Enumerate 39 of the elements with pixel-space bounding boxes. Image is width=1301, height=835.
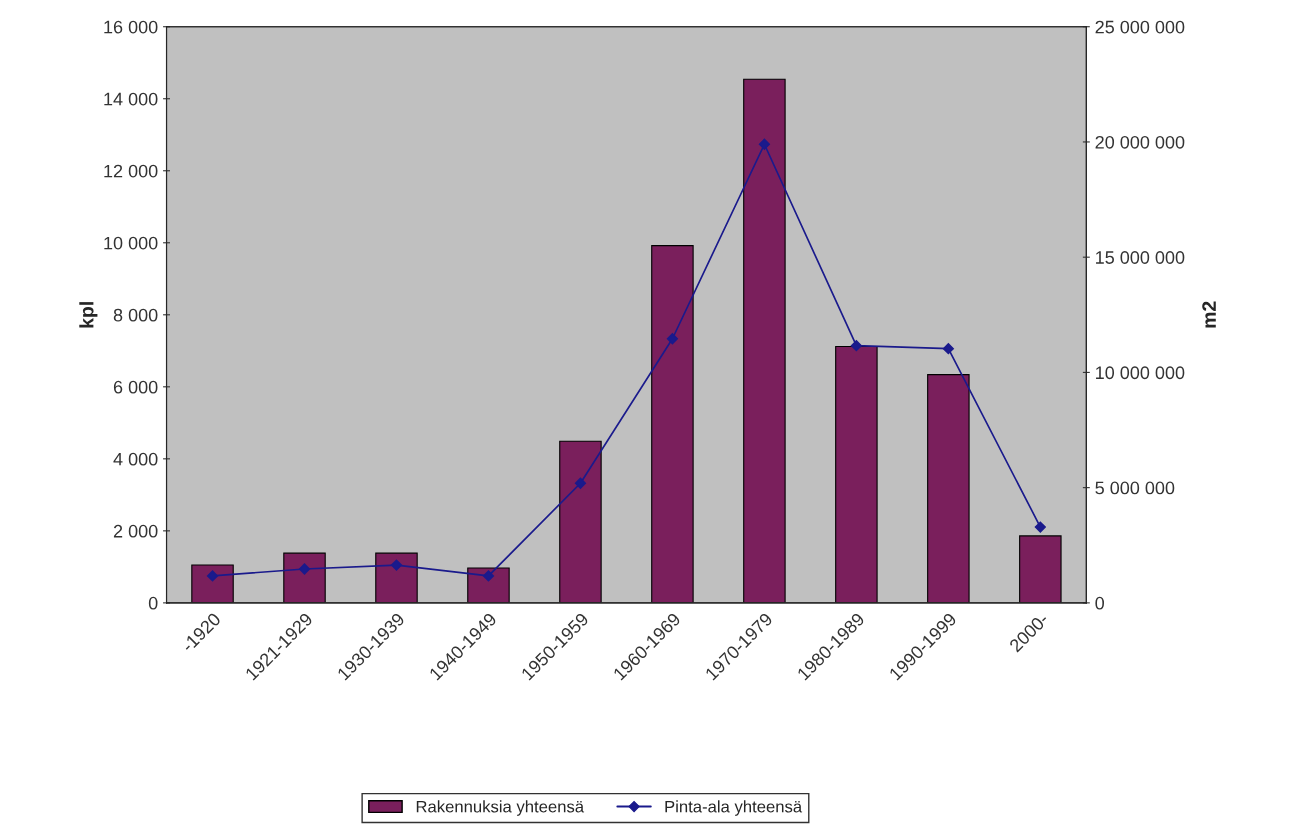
bar [467,567,510,603]
y2-tick-label: 15 000 000 [1096,251,1185,264]
bar [835,345,878,603]
bar [927,374,970,603]
bar [375,552,418,603]
y-tick-label: 0 [148,596,158,610]
point [758,138,771,150]
point [942,343,954,355]
bar [1019,535,1062,603]
y-tick-label: 4 000 [113,452,158,466]
y-tick-label: 16 000 [104,20,158,34]
point [1034,521,1046,533]
bar [651,245,694,603]
bar [191,564,234,603]
y-tick-label: 12 000 [104,164,158,178]
y-axis-title: kpl [79,302,98,328]
point [390,559,403,571]
y2-tick-label: 20 000 000 [1095,135,1185,149]
legend-label: Pinta-ala yhteensä [665,800,803,816]
y2-axis-title: m2 [1202,301,1216,328]
y-tick-label: 6 000 [113,380,158,394]
y-tick-label: 2 000 [113,524,158,538]
point [574,477,587,489]
y-tick-label: 8 000 [113,308,158,322]
point [482,570,495,582]
y2-tick-label: 10 000 000 [1096,366,1185,380]
y2-tick-label: 5 000 000 [1095,481,1175,495]
y-tick-label: 10 000 [104,236,158,250]
bar [743,78,786,603]
legend-label: Rakennuksia yhteensä [416,800,585,816]
bar [283,552,326,603]
point [206,570,219,582]
point [850,340,862,352]
point [298,563,311,575]
y2-tick-label: 0 [1095,596,1104,610]
bar [559,440,602,603]
y-tick-label: 14 000 [104,92,158,106]
point [666,333,679,345]
y2-tick-label: 25 000 000 [1095,20,1185,34]
